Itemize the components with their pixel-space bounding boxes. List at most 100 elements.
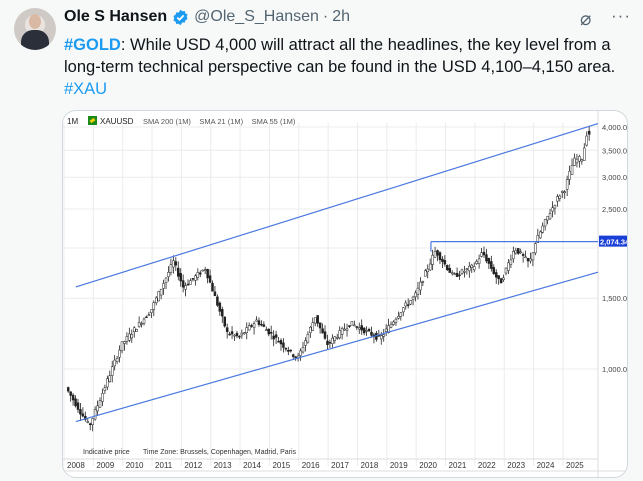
candle [583, 147, 586, 161]
candle [81, 413, 85, 417]
candle [563, 191, 566, 194]
candle [196, 272, 200, 278]
candle [123, 341, 126, 344]
symbol-label: XAUUSD [100, 117, 134, 126]
candle [362, 327, 366, 334]
candle [448, 268, 451, 273]
x-tick-label: 2012 [184, 461, 202, 470]
y-tick-label: 1,000.00 [602, 365, 628, 374]
candle [221, 309, 224, 317]
candle [485, 254, 488, 262]
candle [238, 335, 241, 338]
grok-icon[interactable]: ⌀ [580, 9, 592, 30]
candle [137, 322, 141, 327]
candle [492, 267, 496, 274]
candle [551, 207, 554, 212]
candle [470, 264, 474, 268]
candle [426, 268, 429, 273]
candle [206, 268, 209, 279]
candle [519, 251, 522, 254]
x-tick-label: 2020 [419, 461, 437, 470]
candle [267, 328, 271, 335]
hashtag-xau[interactable]: #XAU [64, 80, 108, 98]
candle [191, 278, 195, 280]
candle [411, 296, 415, 300]
candle [338, 330, 341, 339]
candle [438, 252, 442, 260]
candle [534, 243, 537, 254]
y-tick-label: 3,000.00 [602, 173, 628, 182]
candle [199, 272, 202, 275]
candle [524, 256, 527, 259]
candle [460, 269, 464, 274]
candle [326, 340, 329, 346]
candle [240, 332, 244, 336]
candle [201, 269, 204, 272]
candle [565, 179, 569, 190]
candle [132, 327, 136, 332]
candle [538, 231, 542, 239]
y-tick-label: 4,000.00 [602, 123, 628, 132]
candle [86, 421, 90, 423]
candle [93, 409, 97, 420]
candle [431, 255, 434, 265]
more-icon[interactable]: ··· [611, 6, 631, 25]
x-tick-label: 2019 [390, 461, 408, 470]
verified-badge-icon [173, 9, 188, 25]
candle [269, 332, 273, 334]
x-tick-label: 2014 [243, 461, 261, 470]
candle [252, 323, 256, 328]
candle [360, 325, 363, 331]
candle [516, 248, 520, 254]
candle [487, 258, 491, 264]
candle [255, 319, 258, 322]
candle [142, 318, 146, 324]
candle [245, 327, 248, 333]
candle [213, 291, 217, 297]
timestamp[interactable]: 2h [332, 8, 351, 25]
candle [279, 340, 283, 345]
candle [262, 324, 266, 327]
author-handle[interactable]: @Ole_S_Hansen [194, 8, 319, 25]
candle [455, 272, 459, 277]
candle [66, 387, 70, 392]
indicator-label: SMA 55 (1M) [252, 117, 296, 126]
x-tick-label: 2025 [566, 461, 584, 470]
indicator-label: SMA 21 (1M) [199, 117, 243, 126]
candle [203, 269, 207, 271]
candle [118, 349, 121, 358]
candle [235, 332, 239, 337]
avatar[interactable] [14, 8, 56, 50]
chart-image[interactable]: 2008 2009 2010 2011 2012 2013 2014 2015 2016 2017… [62, 110, 628, 478]
candle [394, 318, 398, 323]
candle [257, 320, 261, 325]
candle [553, 205, 557, 209]
candle [480, 252, 483, 257]
candle [490, 261, 493, 269]
tweet-text: #GOLD: While USD 4,000 will attract all … [64, 34, 634, 100]
candle [419, 281, 422, 291]
hashtag-gold[interactable]: #GOLD [64, 36, 121, 54]
candle [316, 315, 319, 324]
candle [223, 316, 226, 327]
candle [309, 327, 312, 333]
x-tick-label: 2017 [331, 461, 349, 470]
candle [497, 275, 500, 280]
candle [392, 321, 395, 325]
candle [353, 324, 356, 327]
candle [106, 378, 109, 388]
candle [155, 297, 158, 304]
candle [243, 332, 246, 335]
candle [570, 165, 574, 175]
author-name[interactable]: Ole S Hansen [64, 8, 168, 25]
candle [301, 346, 305, 353]
candle [130, 334, 134, 339]
candle [120, 341, 124, 352]
candle [450, 272, 454, 274]
candle [463, 271, 466, 273]
candle [208, 275, 212, 283]
candle [287, 349, 290, 352]
x-tick-label: 2023 [507, 461, 525, 470]
candle [578, 156, 581, 162]
candle [536, 235, 540, 244]
